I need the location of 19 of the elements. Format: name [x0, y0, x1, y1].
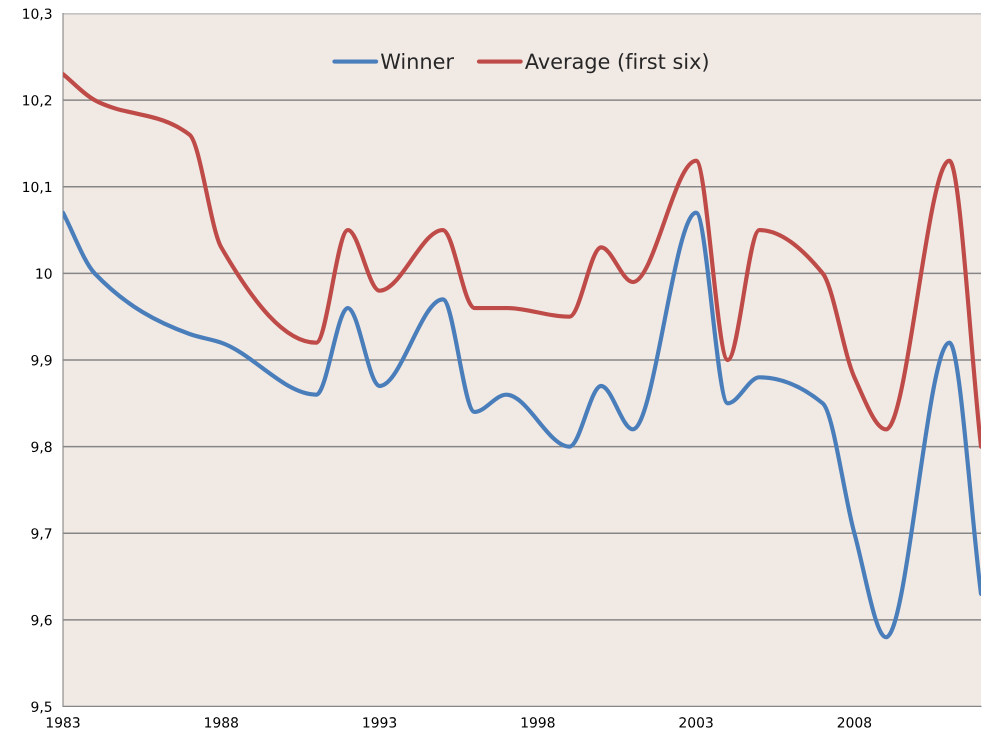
x-tick-label: 2008: [838, 717, 872, 728]
line-series: [63, 72, 981, 449]
y-tick-label: 9,5: [31, 701, 52, 714]
x-tick-label: 1998: [522, 717, 555, 728]
legend-label: Winner: [380, 53, 454, 70]
x-tick-label: 1988: [205, 717, 238, 728]
y-tick-label: 9,8: [31, 442, 52, 454]
y-tick-label: 10,2: [23, 95, 52, 108]
y-tick-label: 10,3: [23, 8, 52, 20]
x-tick-label: 1983: [46, 717, 80, 728]
y-tick-label: 10: [36, 268, 52, 279]
line-series: [63, 210, 981, 640]
x-tick-label: 1993: [363, 717, 396, 728]
legend-label: Average (first six): [524, 53, 708, 74]
y-tick-label: 9,7: [31, 528, 52, 540]
y-tick-label: 9,9: [31, 354, 52, 367]
y-tick-label: 10,1: [23, 182, 52, 194]
y-tick-label: 9,6: [31, 614, 52, 627]
x-tick-label: 2003: [679, 717, 713, 728]
